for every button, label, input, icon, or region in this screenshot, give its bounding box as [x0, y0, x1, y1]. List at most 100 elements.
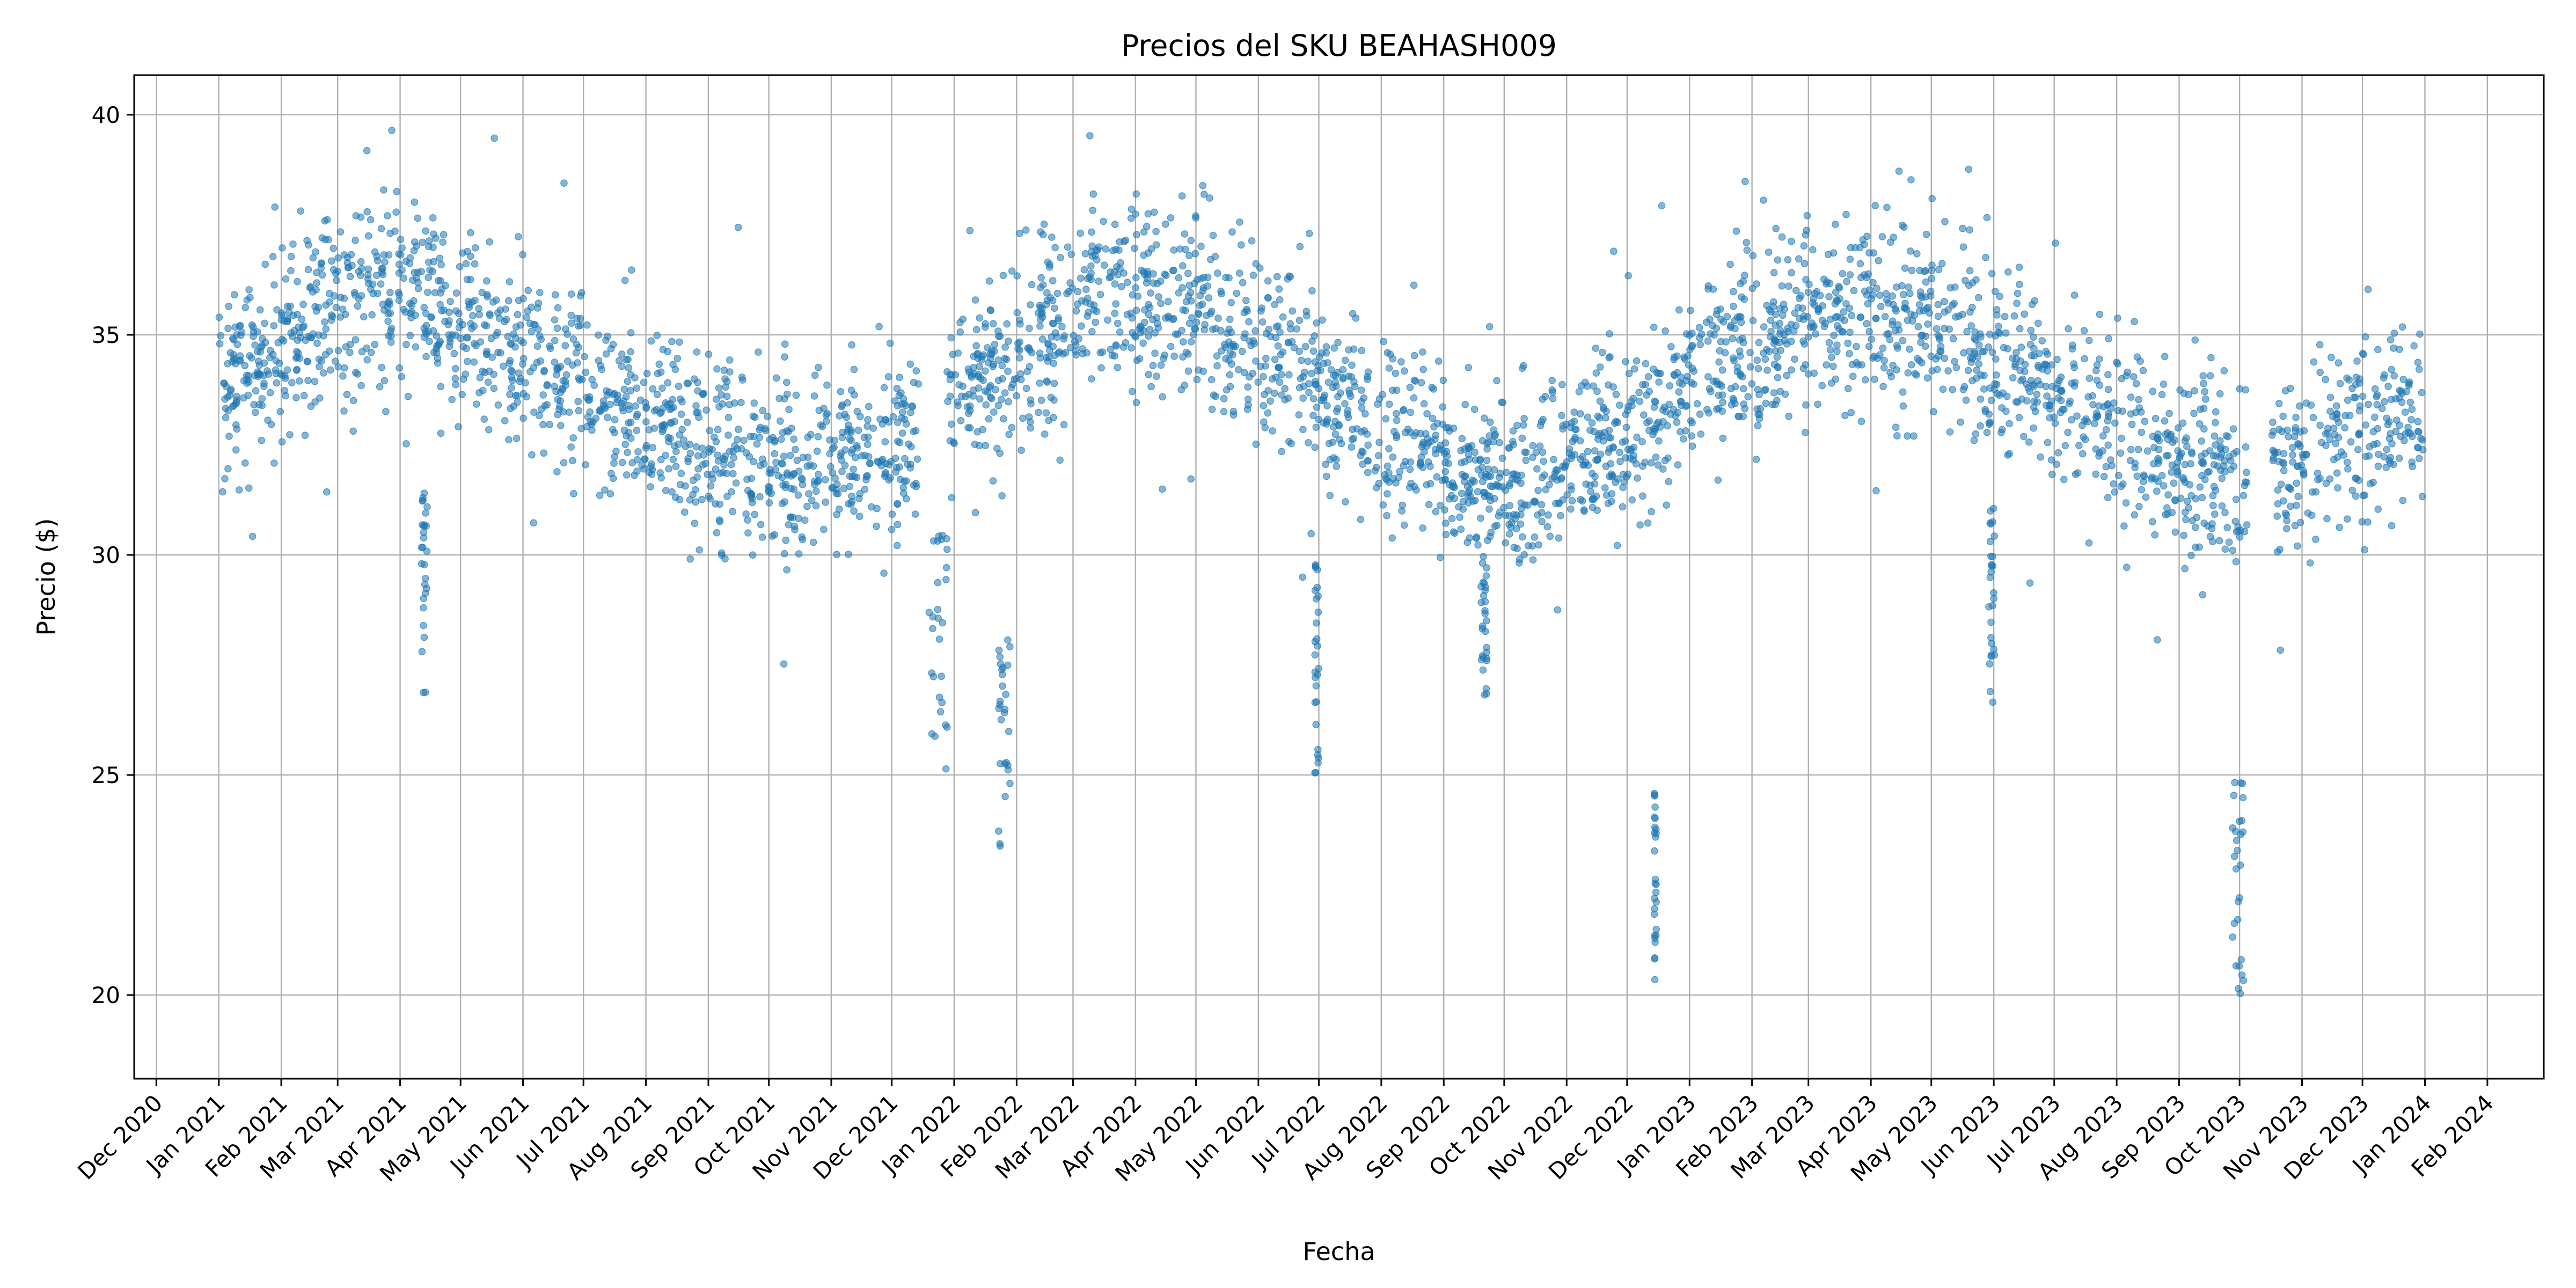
data-point: [2122, 499, 2130, 507]
data-point: [377, 280, 385, 288]
data-point: [1983, 428, 1991, 436]
data-point: [374, 289, 382, 297]
data-point: [2154, 636, 2161, 643]
data-point: [792, 391, 800, 399]
data-point: [1856, 244, 1864, 251]
data-point: [2075, 442, 2083, 449]
data-point: [248, 321, 256, 329]
data-point: [1651, 791, 1658, 799]
data-point: [712, 396, 720, 403]
data-point: [698, 444, 706, 452]
data-point: [1809, 246, 1817, 254]
data-point: [1104, 316, 1111, 324]
data-point: [1777, 347, 1784, 354]
data-point: [2218, 502, 2226, 510]
data-point: [445, 317, 453, 325]
data-point: [1382, 415, 1389, 423]
data-point: [1804, 370, 1812, 378]
data-point: [1004, 762, 1012, 769]
data-point: [2216, 445, 2224, 453]
data-point: [1879, 383, 1887, 391]
data-point: [1941, 308, 1949, 316]
data-point: [1981, 406, 1989, 414]
data-point: [1576, 410, 1584, 418]
data-point: [1260, 401, 1267, 409]
data-point: [1772, 336, 1779, 345]
data-point: [357, 213, 365, 221]
data-point: [985, 415, 993, 423]
data-point: [1132, 274, 1140, 282]
data-point: [1235, 269, 1243, 277]
data-point: [1128, 314, 1136, 322]
data-point: [1647, 459, 1655, 467]
data-point: [1849, 372, 1857, 380]
data-point: [2174, 424, 2182, 432]
data-point: [2191, 387, 2198, 394]
data-point: [801, 516, 809, 524]
data-point: [231, 323, 239, 331]
data-point: [1086, 132, 1094, 140]
data-point: [1131, 244, 1138, 252]
data-point: [1260, 372, 1267, 380]
data-point: [506, 278, 514, 286]
data-point: [1524, 501, 1532, 509]
data-point: [1609, 383, 1617, 391]
data-point: [1767, 308, 1775, 316]
data-point: [1557, 511, 1564, 519]
data-point: [1828, 353, 1835, 361]
data-point: [455, 310, 463, 317]
data-point: [456, 263, 464, 270]
data-point: [1348, 361, 1356, 369]
data-point: [2419, 446, 2427, 453]
data-point: [2131, 318, 2138, 326]
data-point: [578, 289, 586, 297]
data-point: [247, 354, 255, 362]
data-point: [780, 452, 788, 460]
grid-lines: [134, 75, 2544, 1079]
data-point: [1770, 269, 1778, 276]
data-point: [1741, 272, 1748, 279]
data-point: [836, 412, 843, 420]
data-point: [552, 387, 560, 395]
data-point: [1977, 422, 1984, 430]
data-point: [1277, 351, 1285, 358]
data-point: [1072, 351, 1080, 358]
data-point: [1081, 250, 1089, 258]
data-point: [411, 269, 419, 276]
data-point: [2014, 289, 2022, 297]
data-point: [1190, 331, 1197, 339]
data-point: [2064, 428, 2072, 436]
data-point: [1563, 491, 1571, 499]
data-point: [1302, 308, 1311, 316]
data-point: [863, 441, 872, 448]
data-point: [1594, 431, 1602, 439]
data-point: [628, 266, 635, 274]
data-point: [2044, 350, 2051, 358]
data-point: [1878, 233, 1886, 240]
data-point: [1305, 230, 1313, 237]
data-point: [1078, 297, 1086, 305]
data-point: [419, 496, 427, 504]
data-point: [1299, 426, 1307, 434]
data-point: [1179, 262, 1187, 270]
data-point: [2057, 387, 2065, 395]
data-point: [1274, 342, 1282, 350]
data-point: [2236, 385, 2244, 393]
data-point: [2238, 780, 2246, 787]
data-point: [1388, 534, 1396, 542]
data-point: [992, 386, 999, 393]
data-point: [2057, 408, 2065, 416]
data-point: [445, 308, 453, 316]
data-point: [2274, 486, 2282, 494]
data-point: [846, 472, 854, 480]
data-point: [1944, 367, 1952, 375]
data-point: [312, 248, 319, 256]
data-point: [665, 465, 672, 473]
data-point: [349, 427, 357, 435]
data-point: [2331, 431, 2339, 438]
data-point: [2289, 451, 2296, 459]
data-point: [833, 511, 840, 518]
data-point: [2185, 504, 2192, 512]
data-point: [1972, 430, 1980, 438]
data-point: [1200, 274, 1208, 281]
